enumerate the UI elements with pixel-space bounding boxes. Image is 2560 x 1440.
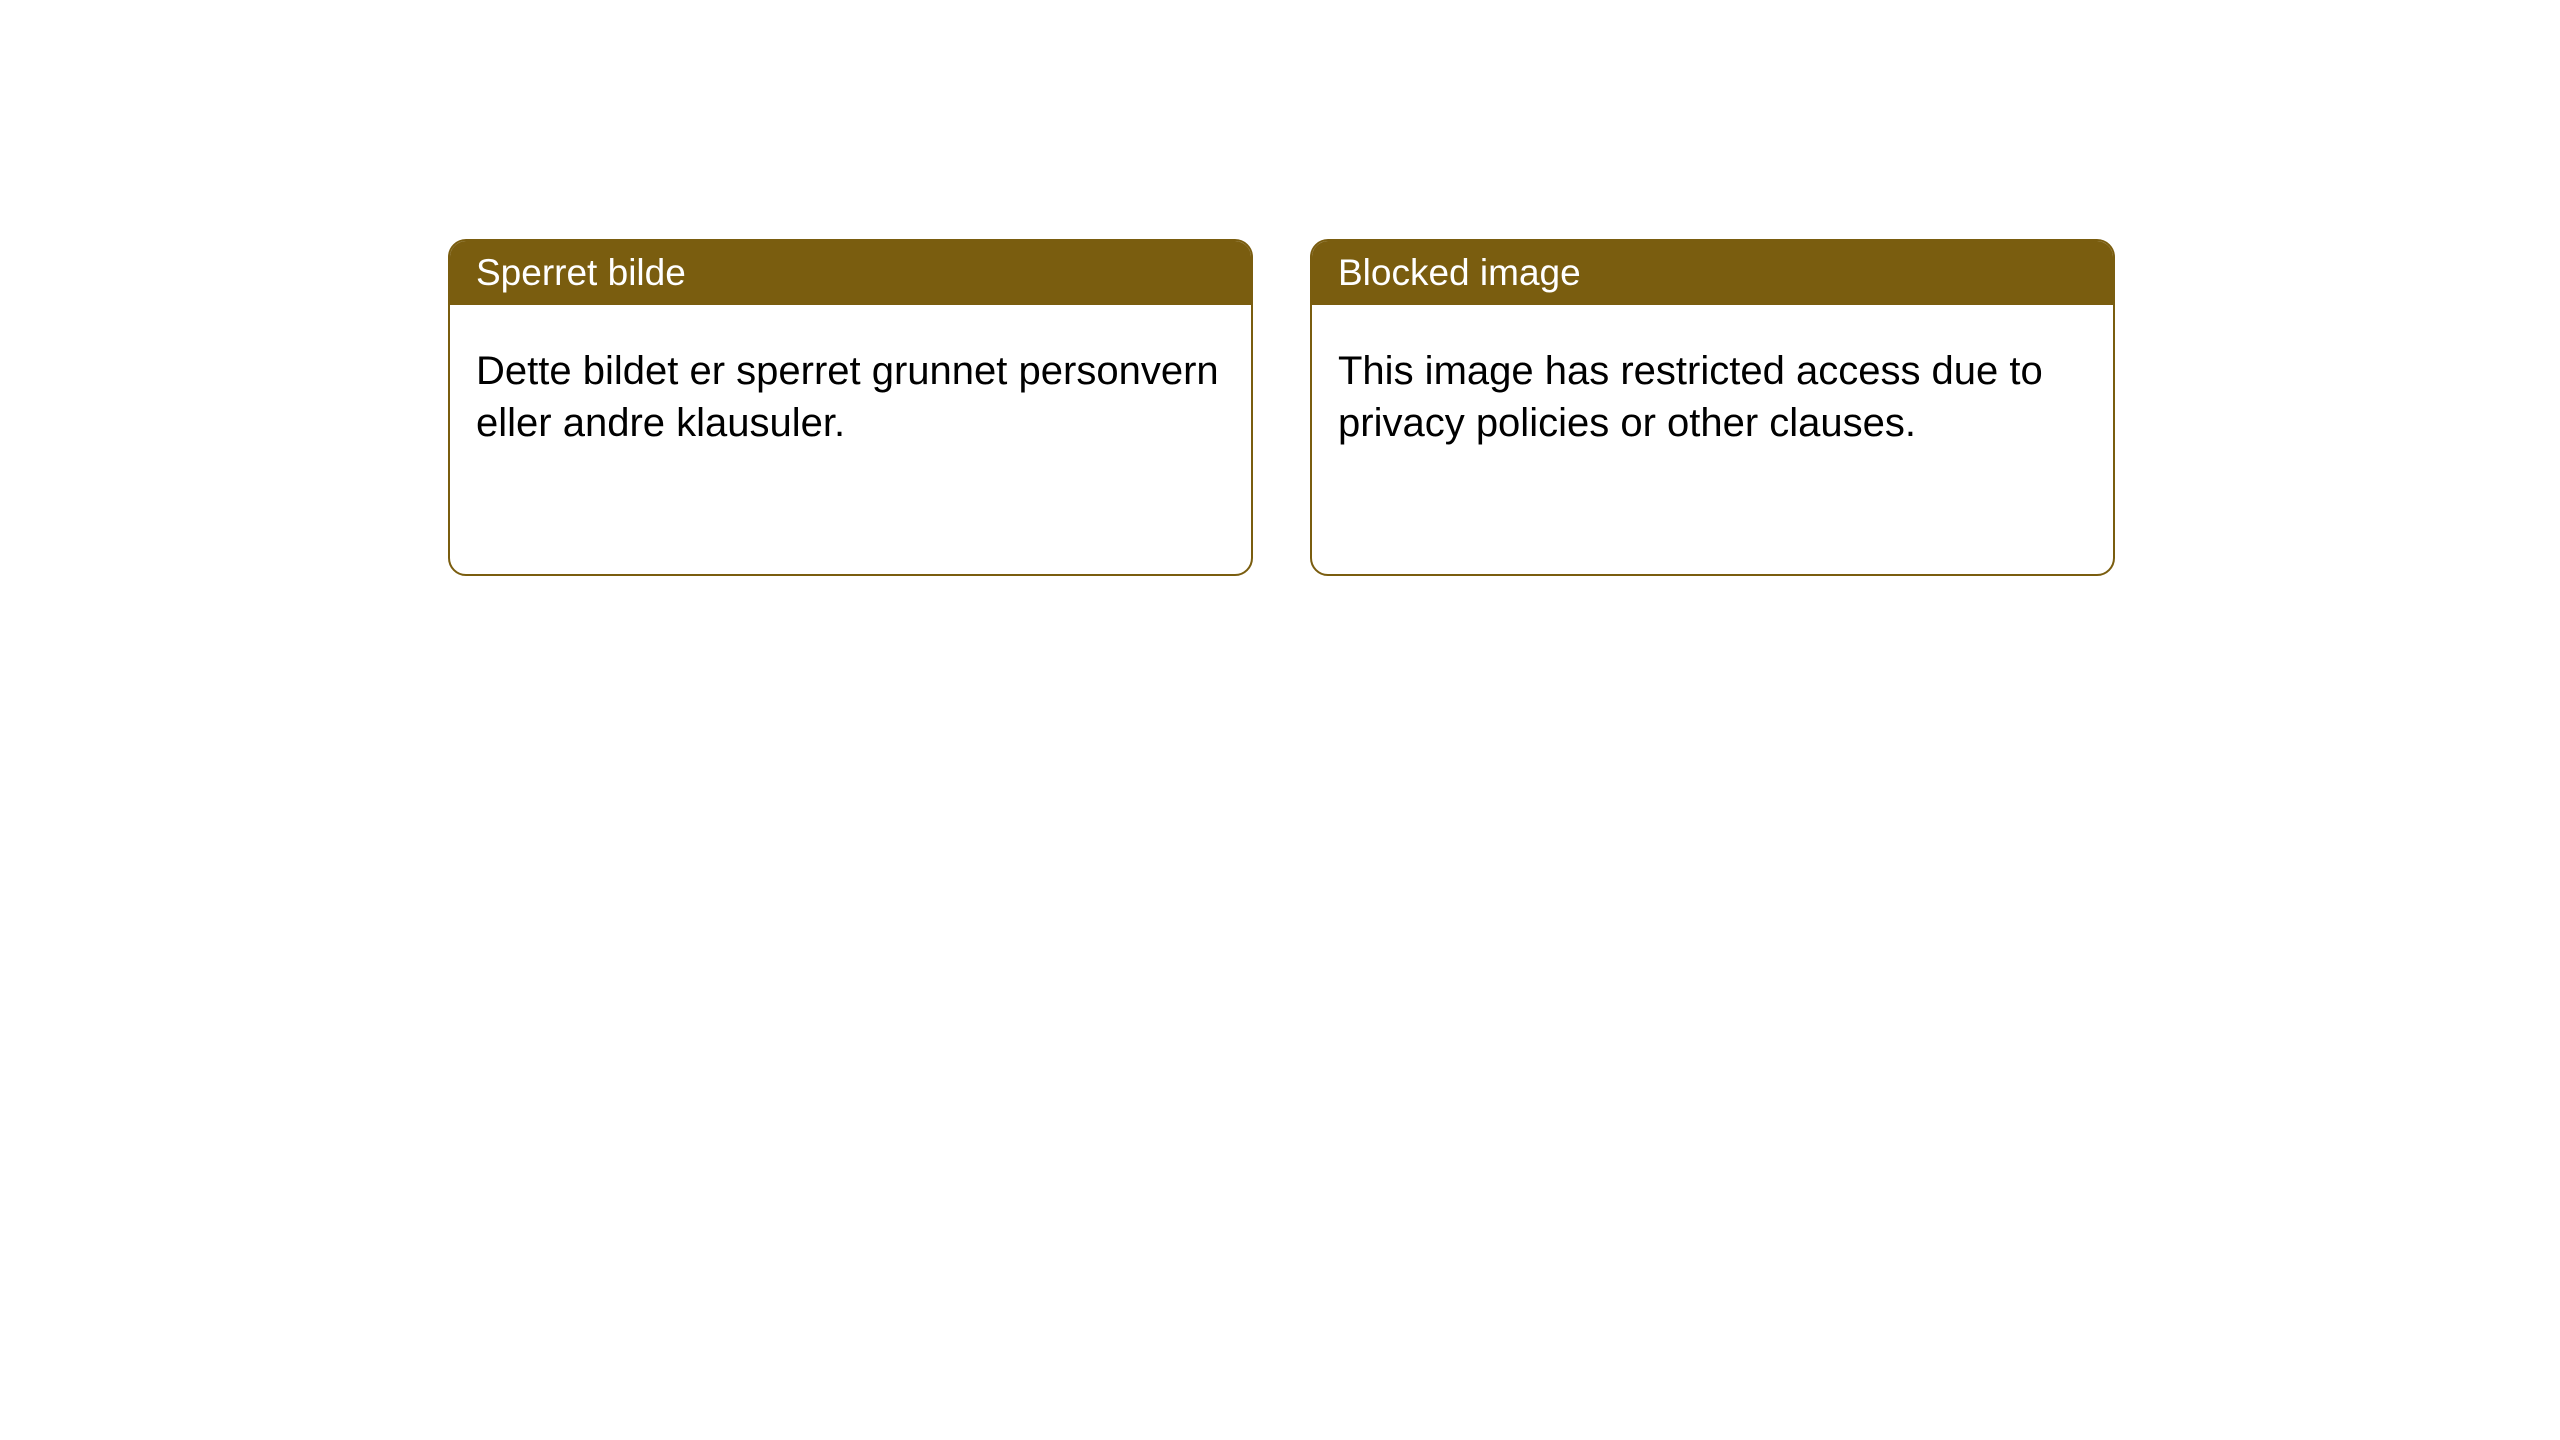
card-header: Blocked image	[1312, 241, 2113, 305]
card-title: Blocked image	[1338, 252, 1581, 293]
card-row: Sperret bilde Dette bildet er sperret gr…	[0, 0, 2560, 576]
card-header: Sperret bilde	[450, 241, 1251, 305]
card-body: Dette bildet er sperret grunnet personve…	[450, 305, 1251, 475]
card-body-text: This image has restricted access due to …	[1338, 349, 2043, 445]
card-title: Sperret bilde	[476, 252, 686, 293]
blocked-image-card-en: Blocked image This image has restricted …	[1310, 239, 2115, 576]
blocked-image-card-no: Sperret bilde Dette bildet er sperret gr…	[448, 239, 1253, 576]
card-body: This image has restricted access due to …	[1312, 305, 2113, 475]
card-body-text: Dette bildet er sperret grunnet personve…	[476, 349, 1219, 445]
